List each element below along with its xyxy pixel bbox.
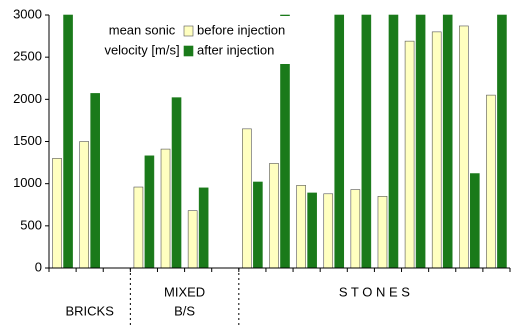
y-tick-label: 2500	[13, 49, 42, 64]
legend-label: after injection	[197, 42, 274, 57]
legend-swatch	[183, 45, 194, 57]
bar	[323, 193, 334, 269]
bar	[404, 40, 415, 269]
bar	[497, 14, 507, 269]
bar	[171, 97, 182, 269]
bar	[459, 25, 469, 269]
bar	[160, 148, 171, 269]
legend-swatch	[183, 25, 194, 37]
bar	[334, 14, 345, 269]
bar	[486, 94, 496, 269]
bar	[415, 14, 426, 269]
y-tick-label: 0	[35, 259, 42, 274]
group-label: B/S	[174, 303, 195, 318]
bar	[269, 163, 279, 269]
y-tick-label: 2000	[13, 91, 42, 106]
legend-title: velocity [m/s]	[104, 42, 179, 57]
legend-box	[93, 16, 299, 64]
bar	[296, 185, 306, 269]
bar	[470, 173, 480, 269]
group-label: MIXED	[164, 284, 205, 299]
legend-title: mean sonic	[109, 22, 176, 37]
bar	[144, 155, 155, 269]
bar	[79, 141, 89, 269]
group-label: S T O N E S	[339, 284, 410, 299]
bar	[388, 14, 399, 269]
bar	[361, 14, 372, 269]
bar	[90, 93, 100, 269]
group-label: BRICKS	[65, 303, 114, 318]
bar	[133, 186, 144, 269]
bar	[253, 181, 263, 269]
y-tick-label: 1500	[13, 133, 42, 148]
bar	[242, 128, 252, 269]
bar	[307, 192, 317, 269]
bar	[187, 210, 198, 269]
y-tick-label: 1000	[13, 175, 42, 190]
bar	[350, 189, 361, 269]
legend-label: before injection	[197, 22, 285, 37]
bar	[431, 31, 442, 269]
bar	[442, 14, 453, 269]
bar	[52, 158, 62, 269]
bar	[198, 187, 209, 269]
y-tick-label: 500	[20, 217, 42, 232]
bar	[63, 14, 73, 269]
bar	[377, 196, 388, 269]
y-tick-label: 3000	[13, 6, 42, 21]
